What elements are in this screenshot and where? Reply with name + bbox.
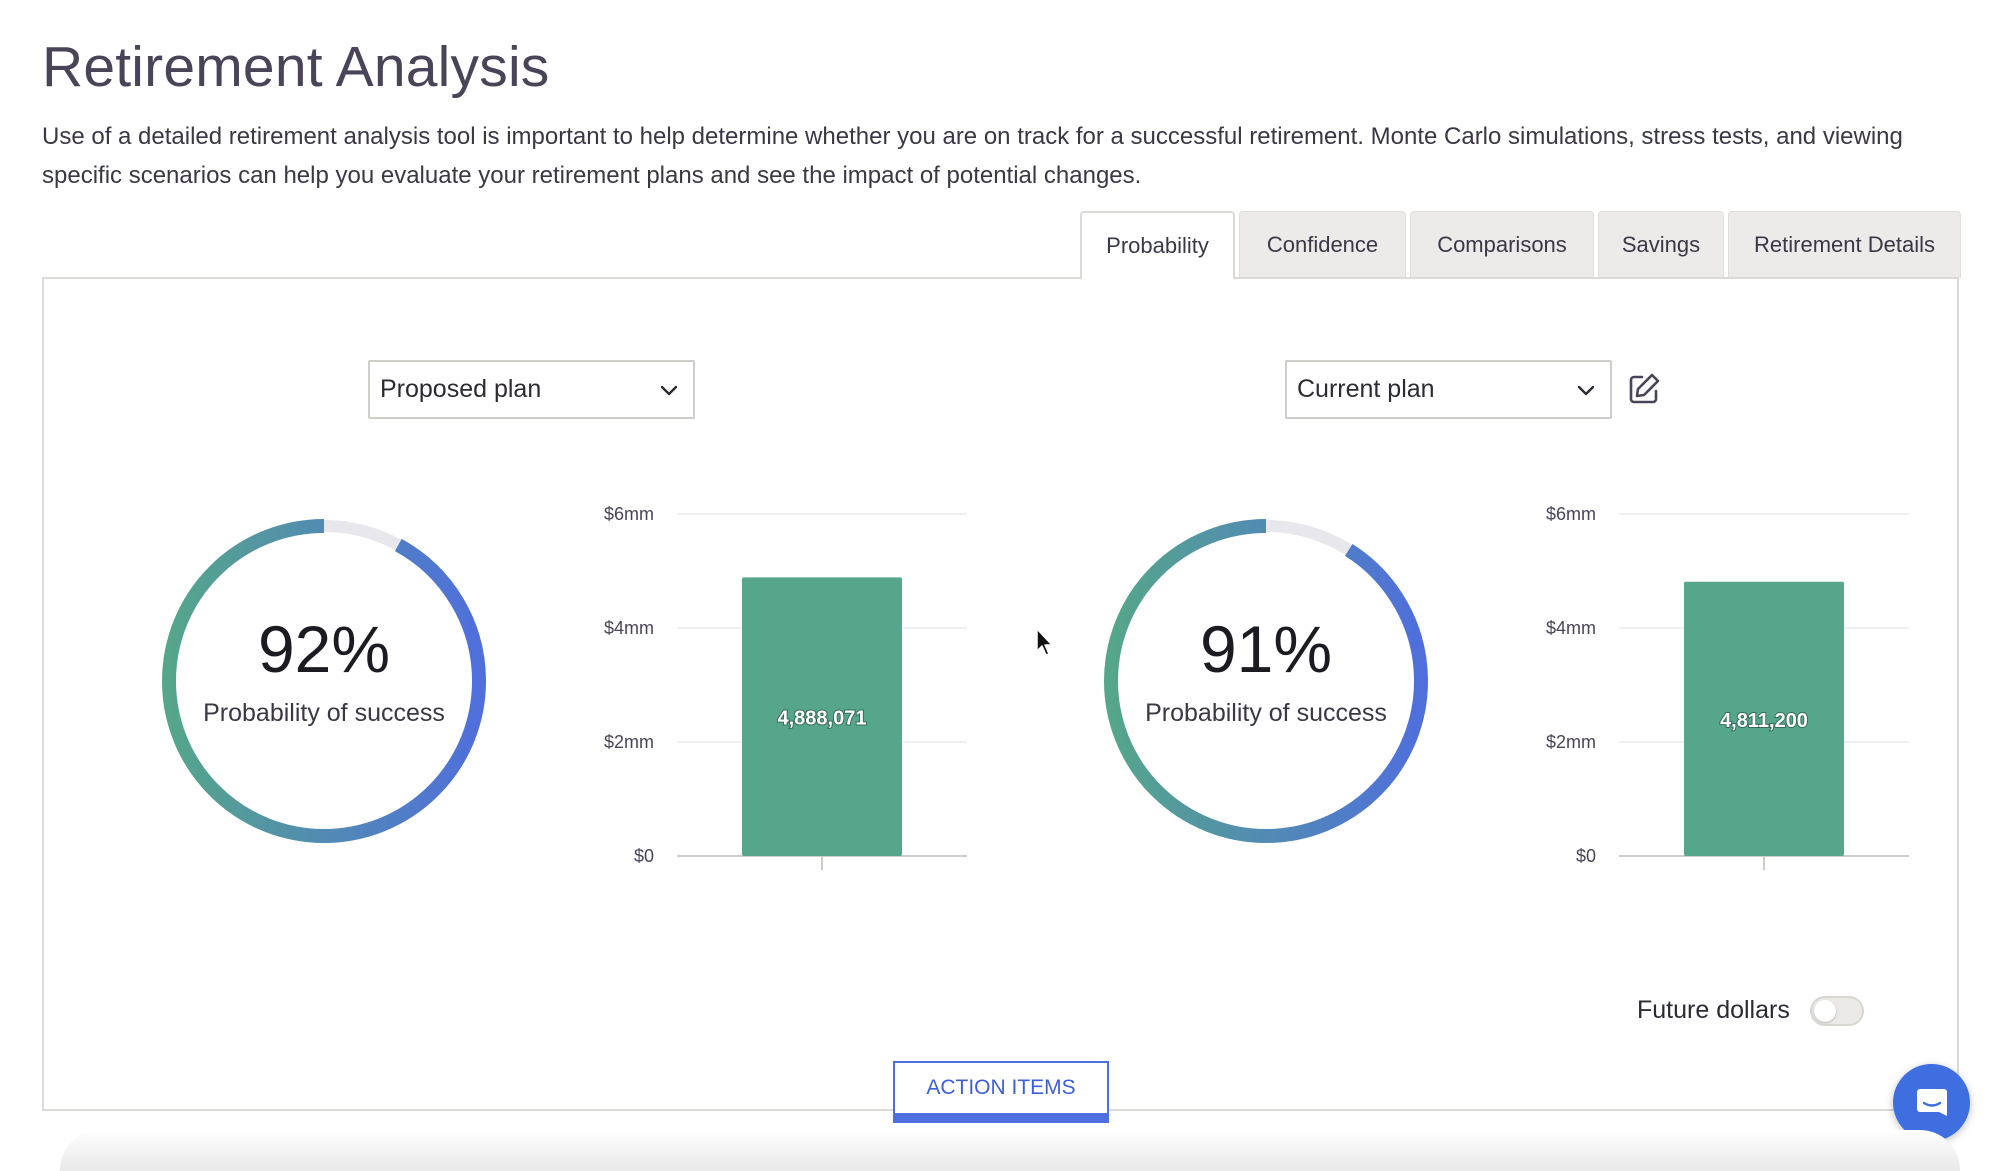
toggle-knob: [1814, 1000, 1836, 1022]
chevron-down-icon: [1577, 385, 1595, 396]
y-tick-label: $6mm: [604, 504, 654, 524]
bar-value-label: 4,811,200: [1720, 710, 1808, 732]
tab-probability[interactable]: Probability: [1080, 211, 1235, 280]
ring-progress-arc: [162, 519, 486, 843]
y-tick-label: $0: [1576, 846, 1596, 866]
y-tick-label: $6mm: [1546, 504, 1596, 524]
tab-comparisons[interactable]: Comparisons: [1410, 211, 1594, 278]
analysis-tabs: Probability Confidence Comparisons Savin…: [1080, 211, 1961, 280]
bar-chart-left: $0 $2mm $4mm $6mm 4,888,071: [554, 484, 967, 884]
y-tick-label: $2mm: [604, 732, 654, 752]
bar: [742, 577, 902, 856]
bottom-shadow: [60, 1130, 1960, 1171]
page-intro: Use of a detailed retirement analysis to…: [42, 123, 1903, 189]
probability-ring-right: 91% Probability of success: [1101, 516, 1431, 846]
bar-chart-right: $0 $2mm $4mm $6mm 4,811,200: [1496, 484, 1909, 884]
plan-select-right-value: Current plan: [1297, 375, 1435, 403]
bar-value-label: 4,888,071: [778, 708, 867, 730]
bar-chart-left-svg: $0 $2mm $4mm $6mm 4,888,071: [604, 504, 967, 870]
chat-bubble-icon: [1916, 1088, 1947, 1116]
probability-ring-left: 92% Probability of success: [159, 516, 489, 846]
bar: [1684, 581, 1844, 856]
tab-savings[interactable]: Savings: [1598, 211, 1724, 278]
y-tick-label: $2mm: [1546, 732, 1596, 752]
probability-ring-right-graphic: [1104, 519, 1428, 843]
tab-confidence[interactable]: Confidence: [1239, 211, 1406, 278]
plan-select-left-value: Proposed plan: [380, 375, 542, 403]
mouse-cursor-icon: [1036, 628, 1053, 656]
plan-select-right[interactable]: Current plan: [1285, 360, 1612, 419]
future-dollars-label: Future dollars: [1637, 996, 1790, 1024]
y-tick-label: $0: [634, 846, 654, 866]
ring-progress-arc: [1104, 519, 1428, 843]
y-tick-label: $4mm: [1546, 618, 1596, 638]
probability-value: 92%: [257, 612, 391, 686]
probability-value: 91%: [1199, 612, 1333, 686]
probability-label: Probability of success: [1145, 699, 1387, 727]
chat-launcher-button[interactable]: [1893, 1064, 1970, 1141]
probability-ring-left-graphic: [162, 519, 486, 843]
chevron-down-icon: [660, 385, 678, 396]
y-tick-label: $4mm: [604, 618, 654, 638]
bar-chart-right-svg: $0 $2mm $4mm $6mm 4,811,200: [1546, 504, 1909, 870]
future-dollars-toggle[interactable]: [1810, 996, 1864, 1026]
action-items-button[interactable]: ACTION ITEMS: [893, 1061, 1109, 1123]
probability-label: Probability of success: [203, 699, 445, 727]
tab-retirement-details[interactable]: Retirement Details: [1728, 211, 1961, 278]
plan-select-left[interactable]: Proposed plan: [368, 360, 695, 419]
probability-panel: Proposed plan Current plan 92% Probabili…: [42, 277, 1959, 1111]
page-title: Retirement Analysis: [42, 35, 550, 99]
edit-pencil-icon[interactable]: [1626, 371, 1662, 407]
